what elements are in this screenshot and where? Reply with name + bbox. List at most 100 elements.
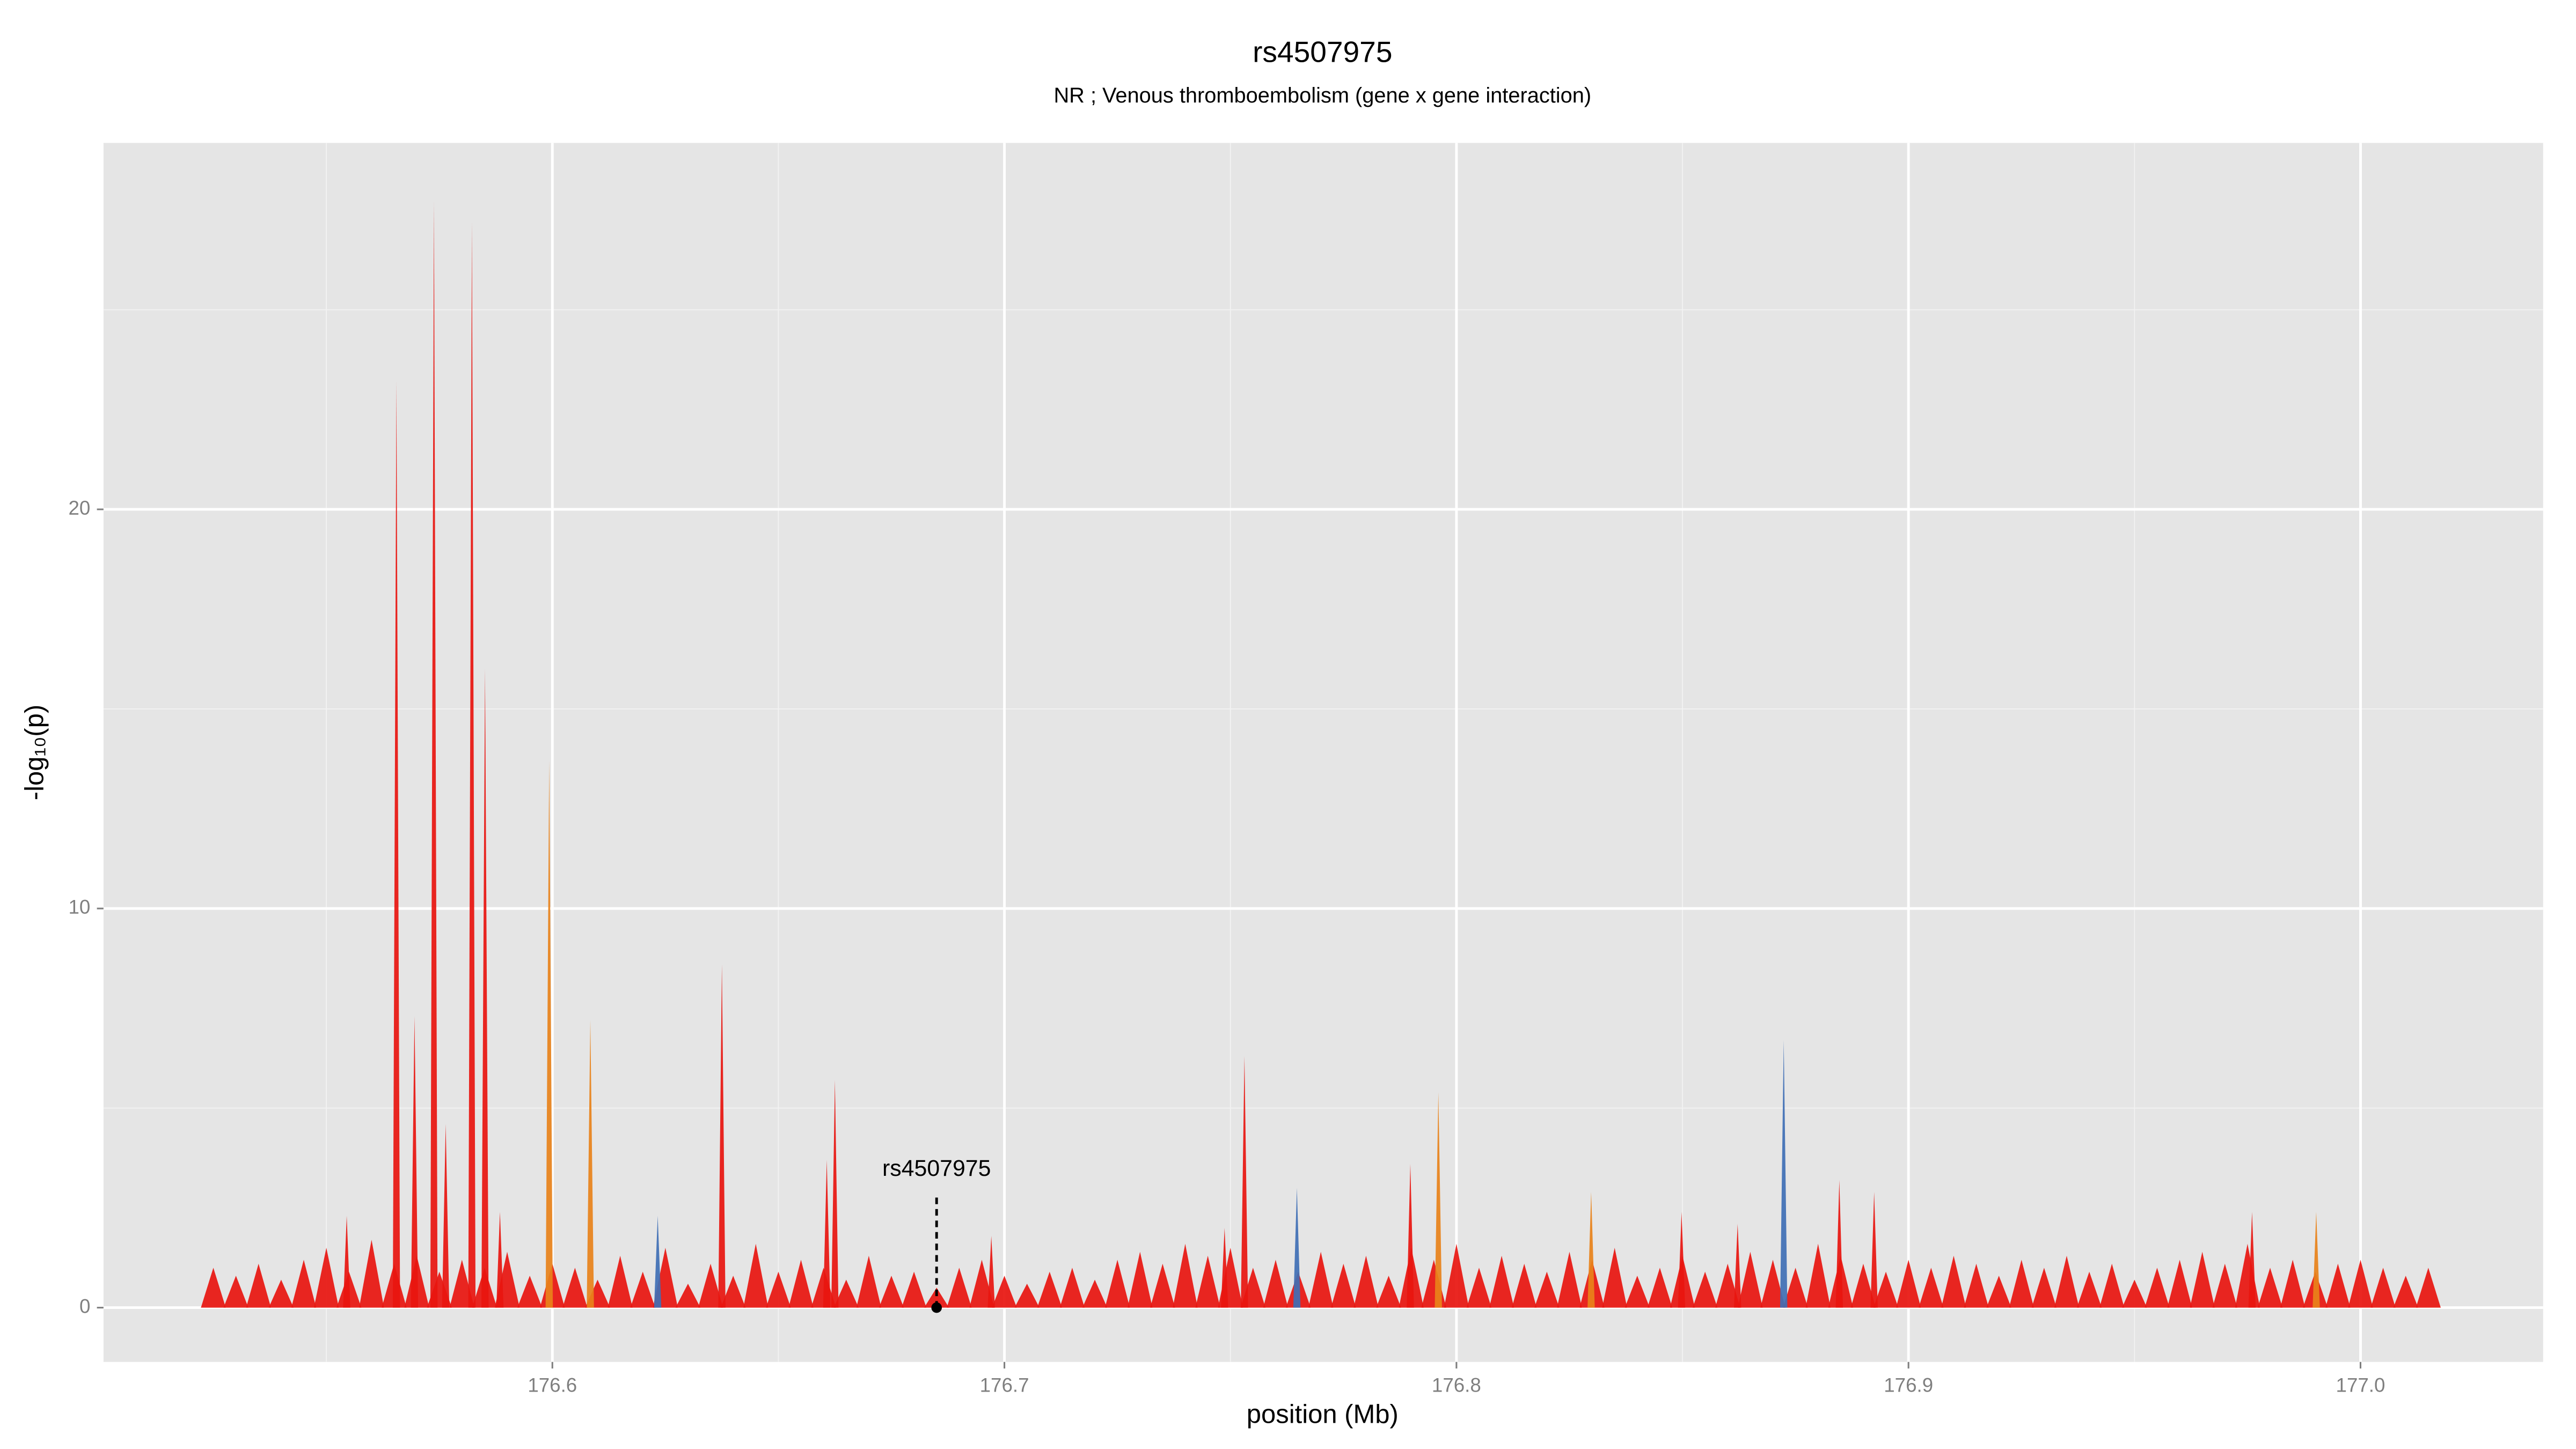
spike — [1435, 1092, 1442, 1308]
spike — [1738, 1252, 1763, 1308]
x-tick-label: 176.8 — [1432, 1374, 1481, 1396]
spike — [223, 1276, 248, 1308]
spike — [2145, 1268, 2170, 1308]
spike — [2076, 1271, 2102, 1308]
spike — [1760, 1260, 1785, 1308]
spike — [313, 1248, 339, 1308]
spike — [1082, 1279, 1108, 1308]
spike — [411, 1016, 419, 1308]
spike — [291, 1260, 317, 1308]
spike — [1263, 1260, 1289, 1308]
annotation-label: rs4507975 — [882, 1155, 991, 1181]
spike — [1150, 1263, 1175, 1308]
spike — [1037, 1271, 1062, 1308]
y-tick-label: 10 — [69, 896, 91, 918]
spike — [201, 1268, 226, 1308]
spike — [879, 1276, 904, 1308]
spike — [1241, 1056, 1248, 1308]
spike — [721, 1276, 746, 1308]
spike — [481, 669, 489, 1308]
y-tick-label: 0 — [79, 1295, 90, 1317]
spike — [654, 1216, 662, 1308]
spike — [2257, 1268, 2283, 1308]
spike — [1941, 1255, 1966, 1308]
spike — [1353, 1255, 1379, 1308]
y-axis-label: -log₁₀(p) — [20, 705, 49, 800]
spike — [2280, 1260, 2306, 1308]
plot-panel — [103, 143, 2543, 1362]
spike — [1128, 1252, 1153, 1308]
spike — [1376, 1276, 1401, 1308]
spike — [992, 1276, 1017, 1308]
spike — [2167, 1260, 2192, 1308]
spike — [545, 760, 553, 1308]
spike — [1104, 1260, 1130, 1308]
spike — [969, 1260, 994, 1308]
spike — [823, 1160, 831, 1308]
spike — [2009, 1260, 2034, 1308]
spike — [1896, 1260, 1921, 1308]
annotation-point — [931, 1302, 942, 1313]
spike — [1059, 1268, 1085, 1308]
spike — [2348, 1260, 2373, 1308]
spike — [1407, 1163, 1414, 1308]
spike — [517, 1276, 543, 1308]
spike — [1964, 1263, 1989, 1308]
spike — [392, 382, 400, 1308]
spike — [1293, 1188, 1301, 1308]
spike — [1873, 1271, 1899, 1308]
spike — [2416, 1268, 2441, 1308]
spike — [2122, 1279, 2147, 1308]
spike — [1986, 1276, 2011, 1308]
spike — [2190, 1252, 2215, 1308]
spike — [1512, 1263, 1537, 1308]
spike — [1870, 1191, 1878, 1308]
spike — [468, 222, 476, 1308]
spike — [343, 1216, 350, 1308]
spike — [924, 1287, 949, 1308]
spike — [788, 1260, 814, 1308]
spike — [1692, 1271, 1718, 1308]
spike — [1835, 1180, 1843, 1308]
spike — [2031, 1268, 2057, 1308]
spike — [947, 1268, 972, 1308]
spike — [1489, 1255, 1514, 1308]
spike — [743, 1243, 769, 1308]
spike — [766, 1271, 791, 1308]
spike — [246, 1263, 271, 1308]
chart-subtitle: NR ; Venous thromboembolism (gene x gene… — [1053, 84, 1591, 107]
spike — [630, 1271, 655, 1308]
x-axis-label: position (Mb) — [1247, 1400, 1399, 1429]
spike — [1624, 1276, 1650, 1308]
spike — [831, 1080, 839, 1308]
spike — [1466, 1268, 1492, 1308]
spike — [718, 964, 726, 1308]
spike — [1734, 1224, 1741, 1308]
spike — [1919, 1268, 1944, 1308]
spike — [1444, 1243, 1469, 1308]
spike — [442, 1124, 450, 1308]
spike — [833, 1279, 859, 1308]
spike — [2054, 1255, 2080, 1308]
spike — [449, 1260, 474, 1308]
spike — [1587, 1191, 1595, 1308]
spike — [1805, 1243, 1831, 1308]
chart-title: rs4507975 — [1253, 35, 1392, 69]
spike — [901, 1271, 927, 1308]
spike — [1850, 1263, 1876, 1308]
spike — [1557, 1252, 1582, 1308]
spike — [608, 1255, 633, 1308]
x-tick-label: 176.7 — [980, 1374, 1029, 1396]
spike — [430, 202, 438, 1308]
spike — [587, 1020, 594, 1308]
spike — [1534, 1271, 1560, 1308]
spike — [2393, 1276, 2418, 1308]
spike — [1647, 1268, 1673, 1308]
spike — [1195, 1255, 1220, 1308]
x-tick-label: 176.9 — [1884, 1374, 1933, 1396]
spike — [2325, 1263, 2351, 1308]
spike — [1715, 1263, 1740, 1308]
spike — [1780, 1040, 1788, 1308]
